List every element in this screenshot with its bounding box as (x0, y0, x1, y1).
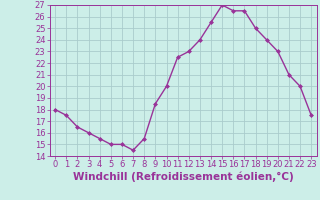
X-axis label: Windchill (Refroidissement éolien,°C): Windchill (Refroidissement éolien,°C) (73, 172, 293, 182)
